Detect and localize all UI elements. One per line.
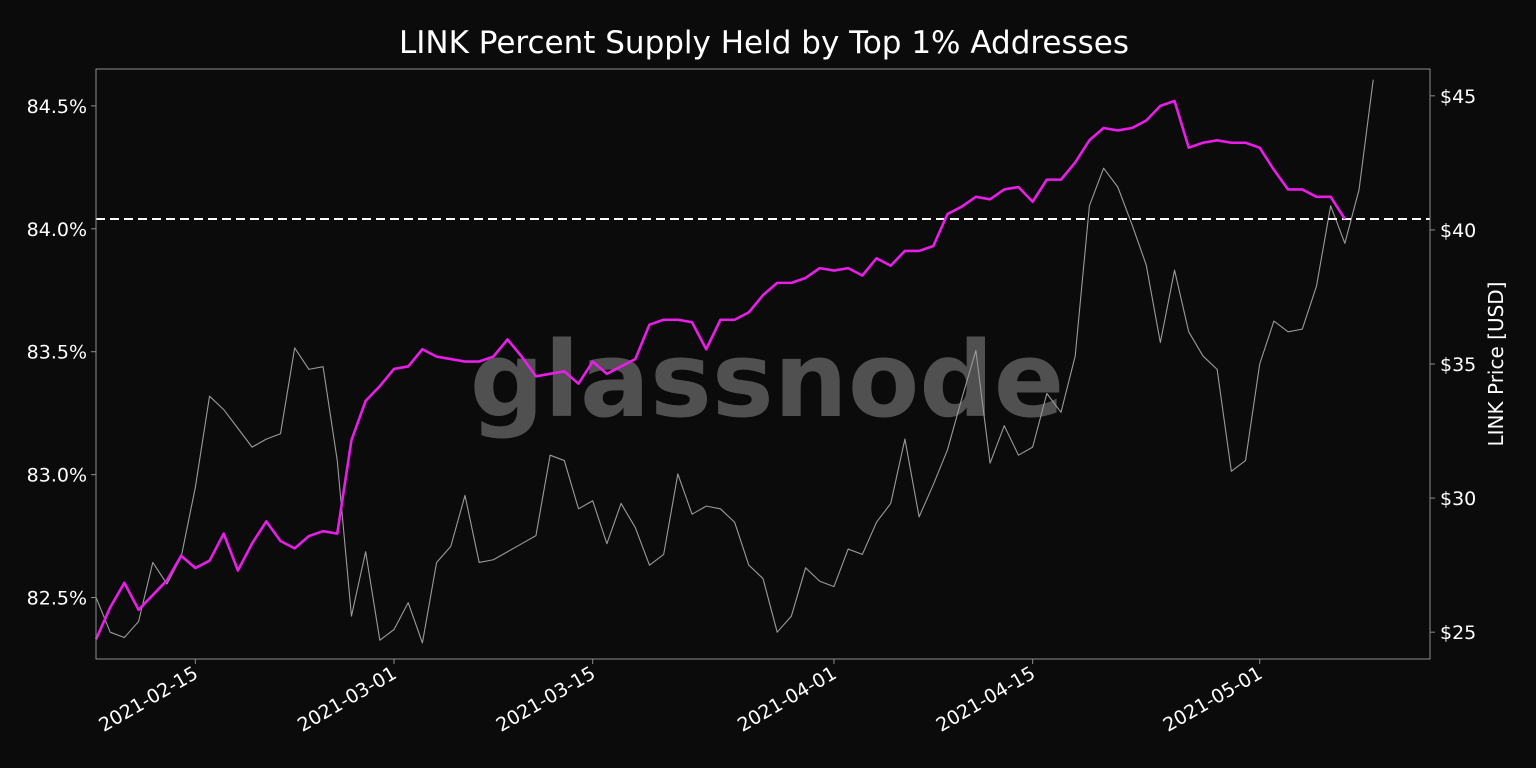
left-tick-label: 84.0% (27, 219, 87, 241)
left-tick-label: 82.5% (27, 588, 87, 610)
right-tick-label: $35 (1440, 354, 1476, 376)
left-y-axis: 82.5% 83.0% 83.5% 84.0% 84.5% (27, 96, 96, 610)
right-axis-label: LINK Price [USD] (1484, 282, 1508, 447)
watermark: glassnode (470, 319, 1065, 441)
plot-area (94, 79, 1430, 644)
left-tick-label: 83.0% (27, 465, 87, 487)
series-line-link-price (95, 79, 1374, 644)
right-tick-label: $45 (1440, 86, 1476, 108)
right-tick-label: $25 (1440, 622, 1476, 644)
series-line-percent-supply (94, 99, 1346, 640)
chart-title: LINK Percent Supply Held by Top 1% Addre… (399, 25, 1129, 61)
right-tick-label: $40 (1440, 220, 1476, 242)
right-y-axis: $25 $30 $35 $40 $45 (1430, 86, 1476, 644)
left-tick-label: 83.5% (27, 342, 87, 364)
left-tick-label: 84.5% (27, 96, 87, 118)
right-tick-label: $30 (1440, 488, 1476, 510)
